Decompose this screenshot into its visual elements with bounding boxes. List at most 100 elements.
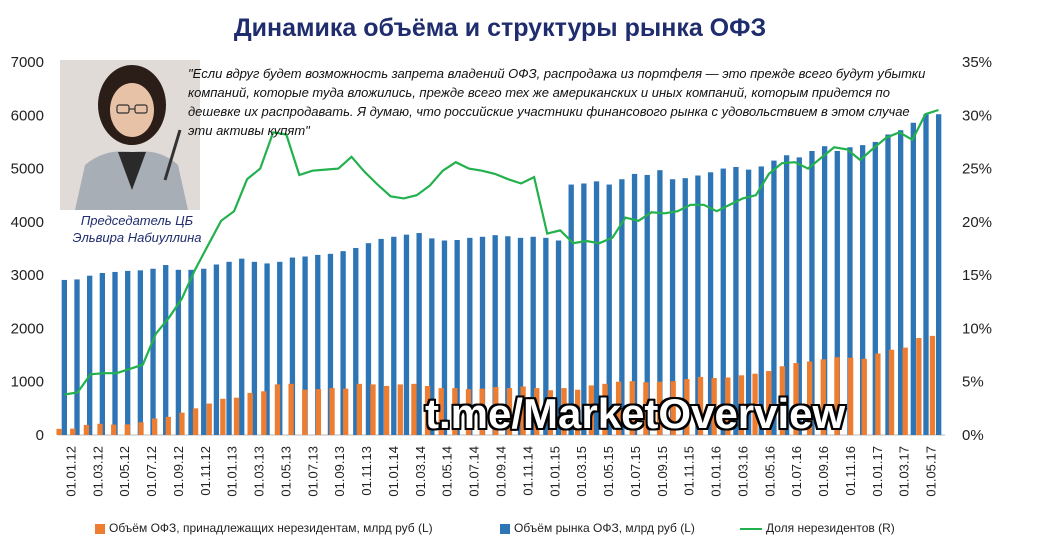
bar-nonresident [902,347,908,435]
bar-nonresident [711,377,717,435]
watermark-text: t.me/MarketOverview [425,390,846,437]
right-axis-tick: 0% [962,427,984,444]
x-axis-tick: 01.05.12 [117,446,132,497]
bar-market [669,179,676,435]
bar-nonresident [547,390,554,435]
bar-market [809,150,815,436]
bar-market [226,261,232,435]
bar-nonresident [206,403,212,435]
x-axis-tick: 01.01.13 [225,446,240,497]
x-axis-tick: 01.05.15 [601,446,616,497]
bar-nonresident [602,383,608,435]
bar-nonresident [438,388,444,435]
bar-nonresident [138,422,144,435]
x-axis-tick: 01.07.13 [305,446,320,497]
bar-nonresident [247,392,253,435]
bar-market [302,256,308,435]
bar-market [403,234,410,435]
x-axis-tick: 01.09.12 [171,446,186,497]
bar-nonresident [575,389,581,435]
bar-market [163,265,169,435]
bar-nonresident [315,389,322,435]
portrait-caption: Председатель ЦБ Эльвира Набиуллина [52,212,222,246]
x-axis-tick: 01.03.12 [90,446,105,497]
bar-nonresident [806,361,813,435]
right-axis-tick: 5% [962,374,984,391]
bar-nonresident [70,428,76,435]
quote-text: "Если вдруг будет возможность запрета вл… [188,66,926,138]
bar-nonresident [424,385,431,435]
x-axis-tick: 01.05.13 [278,446,293,497]
bar-market [872,141,878,435]
bar-market [619,179,625,435]
bar-market [821,146,828,436]
bar-market [391,236,397,435]
line-nonresident-share [64,108,939,396]
x-axis-tick: 01.03.13 [252,446,267,497]
bar-market [745,169,752,435]
bar-nonresident [820,359,826,435]
bar-nonresident [97,423,103,435]
bar-market [783,155,790,435]
left-axis-tick: 0 [36,427,44,444]
bar-nonresident [493,387,499,435]
bar-market [479,236,486,435]
bar-nonresident [465,389,472,435]
bar-market [137,270,144,435]
bar-nonresident [220,398,226,435]
bar-nonresident [888,349,895,435]
bar-market [365,243,372,435]
bar-nonresident [793,363,799,435]
bar-nonresident [916,338,922,435]
bar-nonresident [520,386,526,435]
bar-market [340,251,346,435]
bar-nonresident [151,418,158,435]
x-axis-tick: 01.11.15 [682,446,697,496]
x-axis-tick: 01.01.17 [870,446,885,497]
chart-title: Динамика объёма и структуры рынка ОФЗ [233,14,767,42]
bar-nonresident [629,381,635,435]
bar-nonresident [506,388,513,435]
bar-nonresident [588,385,594,435]
bar-nonresident [643,382,649,435]
bar-nonresident [165,416,171,435]
right-axis-tick: 10% [962,320,992,337]
left-axis-tick: 2000 [11,320,44,337]
x-axis-tick: 01.09.14 [494,446,509,497]
bar-nonresident [411,383,417,435]
bar-market [99,273,106,435]
bar-market [847,147,853,435]
bar-nonresident [725,377,731,435]
bar-market [201,268,207,435]
x-axis-tick: 01.09.15 [655,446,670,497]
x-axis-tick: 01.07.16 [789,446,804,497]
left-axis-tick: 3000 [11,267,44,284]
bar-market [568,184,574,435]
bar-nonresident [111,424,117,435]
bar-nonresident [656,381,663,435]
x-axis-tick: 01.11.14 [520,446,535,496]
right-axis-tick: 20% [962,214,992,231]
bar-market [505,236,511,435]
bar-market [150,268,156,435]
bar-nonresident [684,379,690,435]
bar-market [416,233,422,435]
bar-market [327,253,334,435]
bar-market [188,269,194,435]
x-axis-tick: 01.11.12 [198,446,213,496]
bar-nonresident [302,389,308,435]
bar-nonresident [370,384,376,435]
x-axis-tick: 01.01.16 [709,446,724,497]
bar-market [353,247,359,435]
left-axis-tick: 5000 [11,161,44,178]
bar-market [454,239,460,435]
bar-nonresident [261,391,267,435]
bar-market [897,130,904,435]
bar-market [631,173,638,435]
bar-market [644,174,650,436]
bar-nonresident [288,383,294,435]
bar-market [289,257,296,435]
bar-market [555,240,562,435]
bar-market [859,145,866,435]
legend-swatch-blue [500,523,510,534]
